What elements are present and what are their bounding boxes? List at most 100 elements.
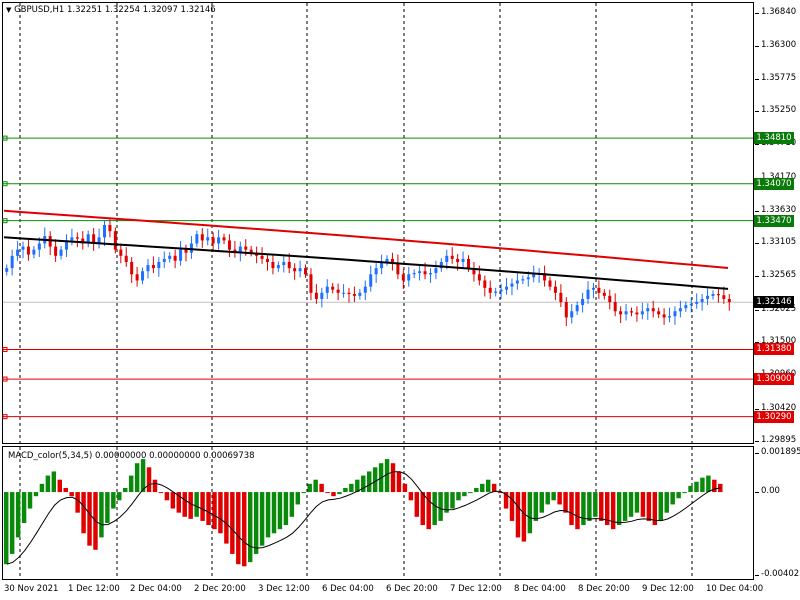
- macd-bar: [21, 492, 27, 523]
- macd-bar: [15, 492, 21, 538]
- candle-body: [331, 286, 335, 290]
- triangle-down-icon[interactable]: ▼: [6, 6, 12, 14]
- candle-body: [314, 292, 318, 299]
- candle-body: [684, 305, 688, 309]
- time-axis-label: 3 Dec 12:00: [258, 584, 310, 594]
- candle-body: [461, 258, 465, 262]
- macd-bar: [81, 492, 86, 534]
- macd-bar: [700, 477, 705, 493]
- macd-bar: [33, 492, 39, 497]
- macd-bar: [176, 492, 182, 513]
- candle-body: [494, 291, 498, 293]
- candle-body: [10, 255, 14, 269]
- candle-body: [488, 287, 492, 293]
- macd-bar: [128, 475, 134, 493]
- candle-body: [336, 289, 340, 293]
- candle-body: [320, 292, 324, 299]
- level-handle: [2, 135, 8, 141]
- candle-body: [363, 286, 367, 293]
- price-axis-label: 1.35775: [761, 72, 797, 83]
- macd-bar: [349, 483, 354, 493]
- macd-bar: [533, 492, 539, 521]
- candle-body: [173, 255, 177, 261]
- macd-bar: [331, 492, 336, 497]
- macd-bar: [599, 492, 604, 521]
- candle-body: [428, 273, 432, 275]
- candle-body: [217, 237, 221, 244]
- macd-bar: [9, 492, 15, 554]
- macd-bar: [712, 479, 717, 493]
- candle-body: [624, 311, 628, 315]
- candle-body: [347, 292, 351, 295]
- macd-bar: [212, 492, 217, 530]
- candle-body: [564, 302, 568, 318]
- macd-bar: [27, 492, 33, 509]
- level-price-tag: 1.34810: [754, 132, 794, 145]
- macd-bar: [688, 485, 693, 493]
- macd-bar: [616, 492, 622, 526]
- candle-body: [559, 292, 563, 303]
- macd-bar: [604, 492, 610, 526]
- macd-bar: [521, 492, 527, 542]
- macd-bar: [527, 492, 533, 534]
- macd-panel[interactable]: [2, 446, 754, 580]
- price-tick: [755, 408, 759, 410]
- macd-bar: [444, 492, 449, 513]
- candle-body: [727, 298, 731, 303]
- macd-bar: [283, 492, 289, 526]
- macd-bar: [456, 492, 461, 501]
- macd-signal-line: [6, 471, 722, 565]
- price-axis-label: 1.31500: [761, 336, 797, 347]
- candle-body: [526, 277, 530, 280]
- macd-bar: [39, 483, 45, 493]
- candle-body: [695, 302, 699, 304]
- candle-body: [673, 311, 677, 317]
- candle-body: [168, 255, 172, 259]
- macd-bar: [277, 492, 283, 530]
- macd-axis[interactable]: 0.0018951 0.00 -0.0040231: [755, 446, 800, 580]
- time-axis-label: 9 Dec 12:00: [642, 584, 694, 594]
- candle-body: [499, 289, 503, 292]
- candle-body: [385, 258, 389, 262]
- candle-body: [298, 268, 302, 272]
- candle-body: [54, 246, 58, 256]
- level-handle: [2, 218, 8, 224]
- macd-bar: [200, 492, 205, 521]
- candle-body: [374, 268, 378, 275]
- macd-bar: [4, 492, 9, 565]
- macd-bar: [319, 483, 324, 493]
- candle-body: [48, 236, 52, 247]
- candle-body: [141, 271, 145, 281]
- time-axis-label: 6 Dec 20:00: [386, 584, 438, 594]
- price-axis-label: 1.36840: [761, 7, 797, 17]
- macd-bar: [474, 487, 479, 493]
- candle-body: [439, 261, 443, 269]
- candle-body: [401, 274, 405, 281]
- candle-body: [184, 249, 188, 253]
- macd-bar: [188, 492, 193, 519]
- current-price-tag: 1.32146: [754, 296, 794, 309]
- candle-body: [287, 261, 291, 269]
- candle-body: [467, 258, 471, 269]
- time-axis[interactable]: 30 Nov 2021 1 Dec 12:00 2 Dec 04:00 2 Dec 2…: [0, 580, 800, 600]
- macd-bar: [658, 492, 663, 521]
- candle-body: [716, 294, 720, 296]
- level-price-tag: 1.34070: [754, 177, 794, 190]
- macd-bar: [438, 492, 443, 521]
- level-handle: [2, 414, 8, 420]
- macd-bar: [158, 492, 164, 494]
- price-chart-panel[interactable]: [2, 2, 754, 444]
- candle-body: [81, 238, 85, 244]
- candle-body: [407, 274, 411, 281]
- candle-body: [700, 298, 704, 303]
- candle-body: [21, 246, 25, 250]
- level-price-tag: 1.33470: [754, 214, 794, 227]
- macd-bar: [509, 492, 515, 521]
- macd-bar: [468, 492, 473, 494]
- macd-bar: [301, 492, 306, 494]
- time-axis-label: 8 Dec 20:00: [578, 584, 630, 594]
- ma-slow-line: [3, 209, 729, 269]
- candle-body: [135, 274, 139, 281]
- time-axis-label: 2 Dec 20:00: [194, 584, 246, 594]
